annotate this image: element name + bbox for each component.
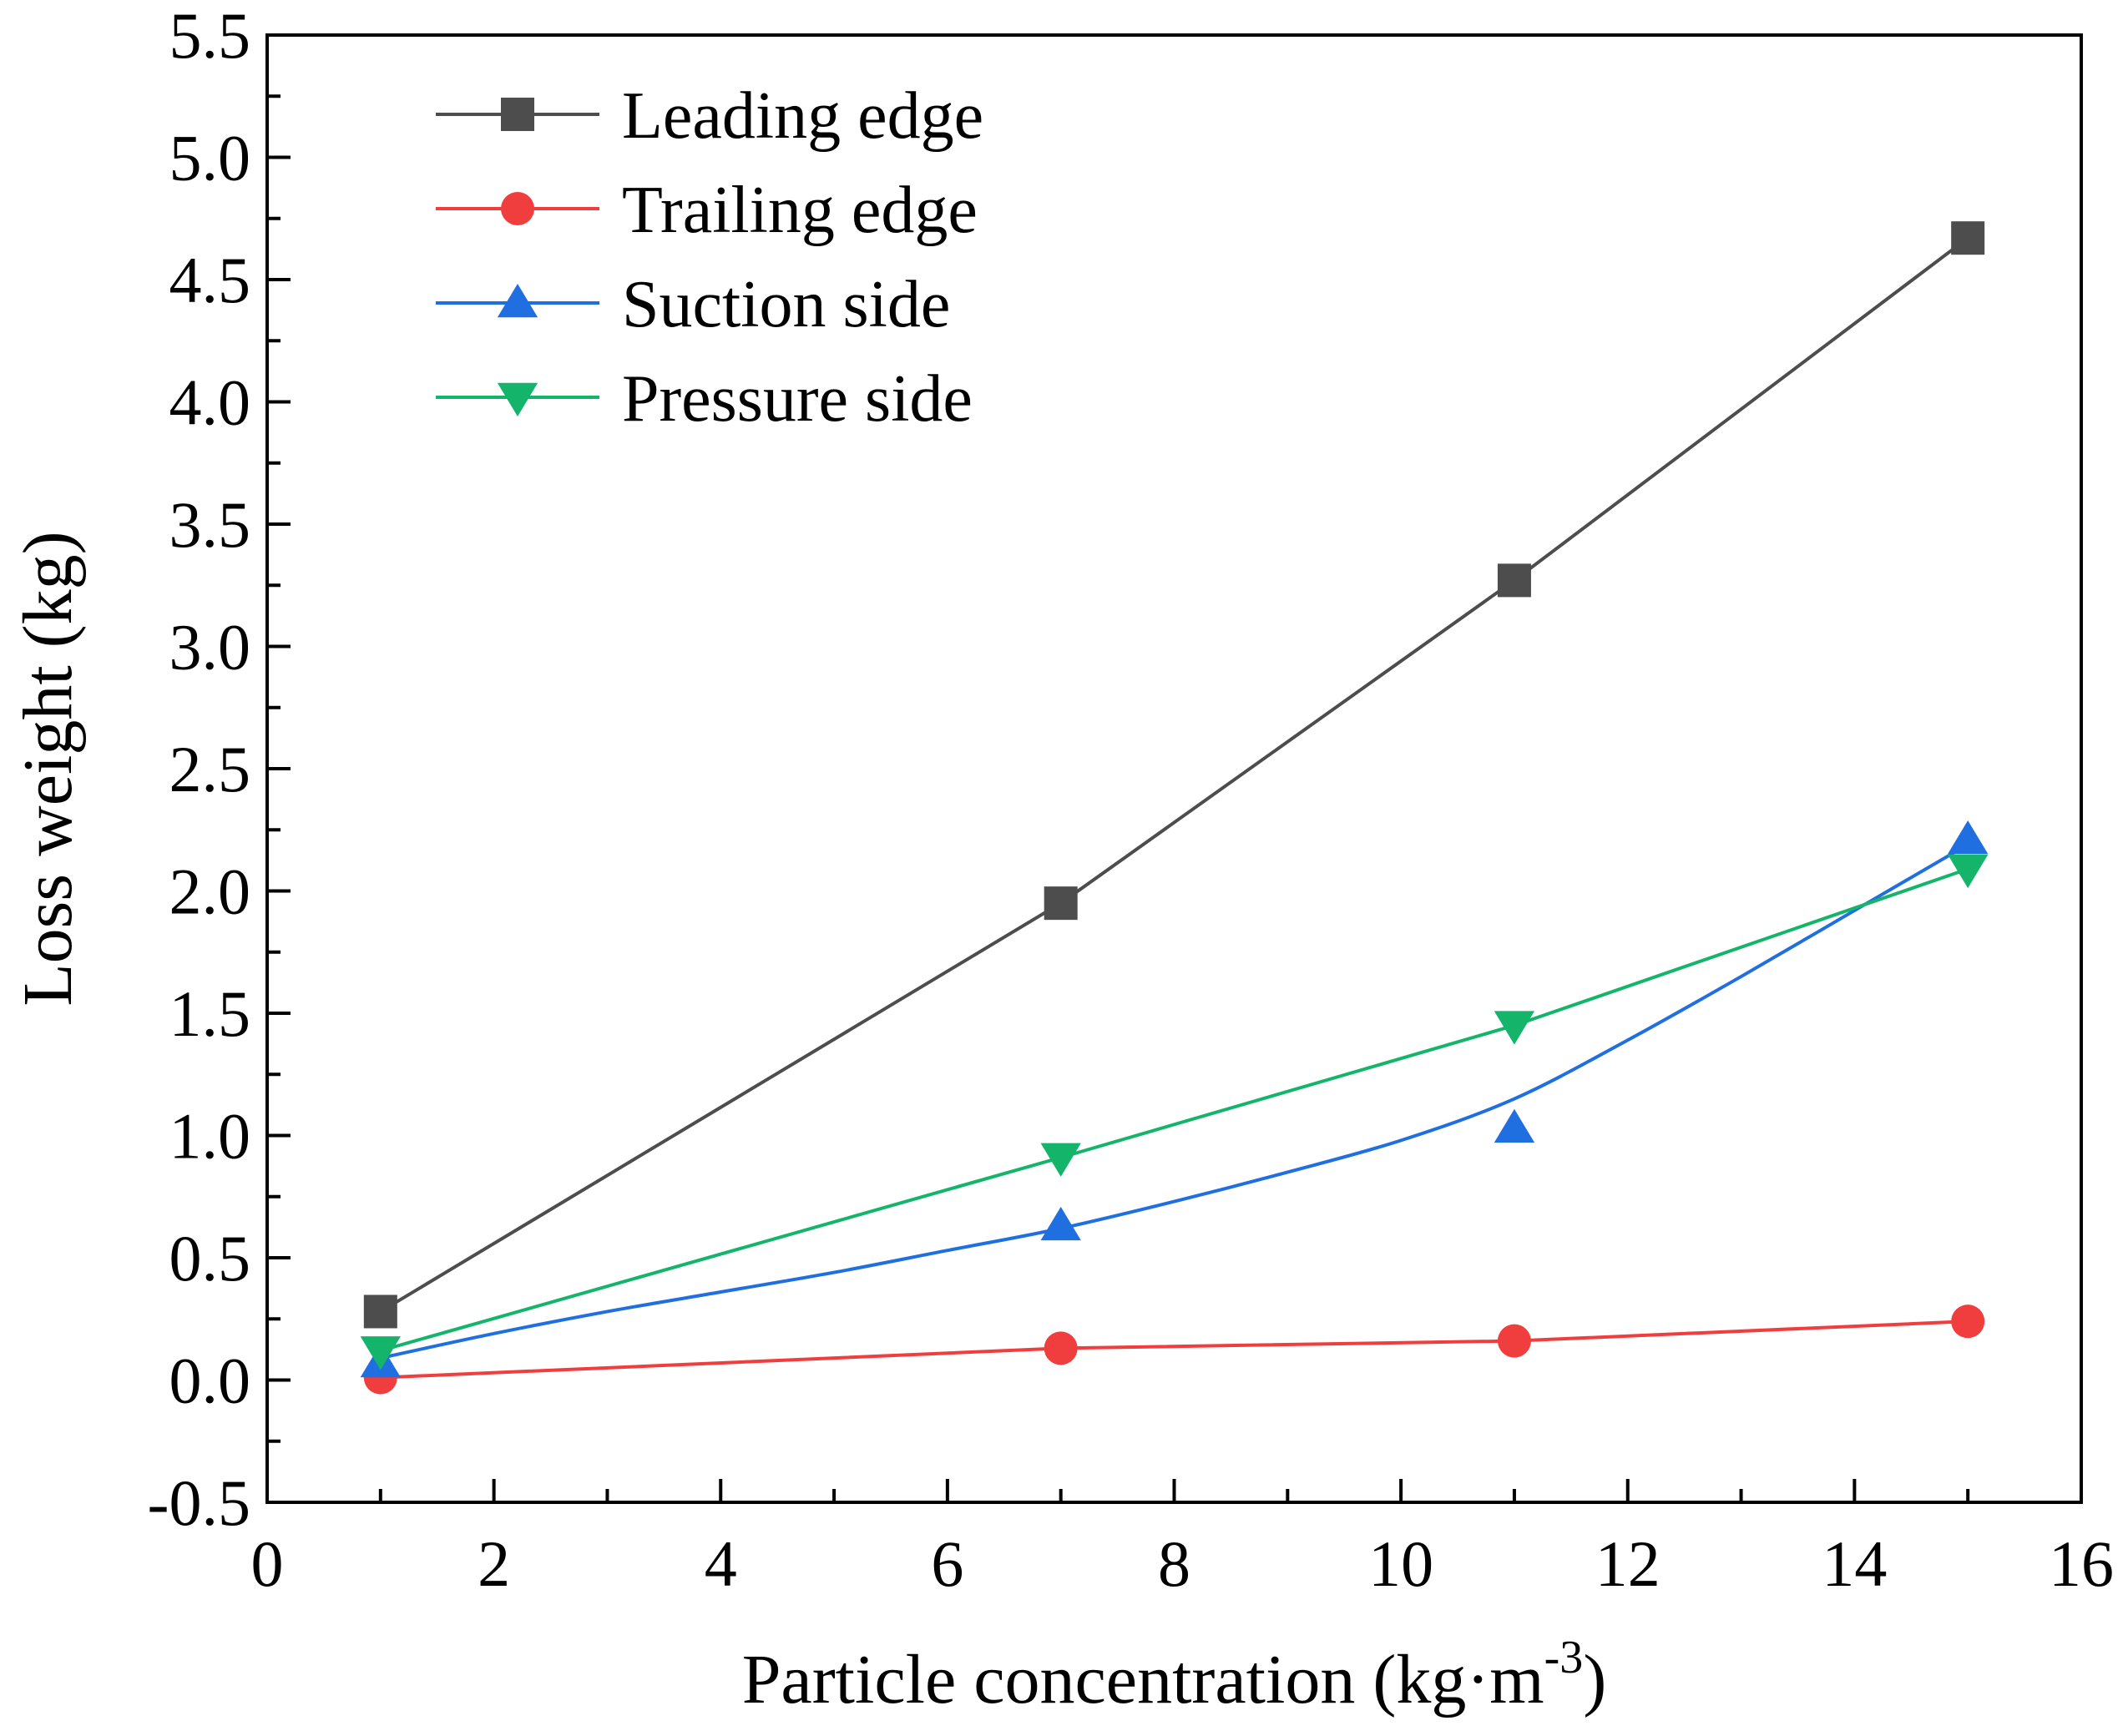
series-line-pressure-side: [380, 867, 1969, 1353]
x-tick-label: 16: [2049, 1527, 2114, 1600]
y-tick-label: 1.5: [169, 977, 251, 1050]
y-tick-label: 2.5: [169, 733, 251, 805]
y-tick-label: 2.0: [169, 855, 251, 928]
y-tick-label: 3.5: [169, 488, 251, 561]
legend-item-leading-edge: Leading edge: [436, 79, 983, 153]
x-tick-label: 6: [931, 1527, 963, 1600]
x-axis-title-main: Particle concentration (kg·m: [742, 1641, 1544, 1718]
data-point-suction-side: [1040, 1206, 1081, 1241]
data-point-trailing-edge: [1044, 1331, 1078, 1365]
y-tick-label: 1.0: [169, 1100, 251, 1173]
legend-marker: [497, 284, 538, 318]
data-point-pressure-side: [360, 1336, 401, 1370]
y-tick-label: 4.0: [169, 366, 251, 439]
legend-marker: [501, 98, 534, 131]
legend-label: Trailing edge: [622, 174, 978, 247]
x-axis-title: Particle concentration (kg·m-3): [742, 1632, 1607, 1718]
series-line-suction-side: [380, 843, 1969, 1360]
y-tick-label: 3.0: [169, 611, 251, 684]
data-point-pressure-side: [1040, 1143, 1081, 1177]
data-point-pressure-side: [1494, 1011, 1535, 1045]
legend-label: Pressure side: [622, 362, 973, 436]
legend-label: Suction side: [622, 268, 950, 341]
x-axis: 0 2 4 6 8 10 12 14 16: [251, 1479, 2114, 1600]
series-line-trailing-edge: [380, 1320, 1969, 1380]
y-axis-title: Loss weight (kg): [9, 531, 87, 1006]
data-point-leading-edge: [1951, 221, 1985, 255]
legend-item-trailing-edge: Trailing edge: [436, 174, 978, 247]
y-tick-label: 4.5: [169, 244, 251, 316]
series-lines: [379, 236, 1969, 1380]
legend-marker: [497, 382, 538, 416]
x-tick-label: 2: [478, 1527, 510, 1600]
series-markers: [360, 221, 1989, 1395]
plot-frame: [265, 33, 2083, 1504]
series-line-leading-edge: [379, 236, 1969, 1314]
x-tick-label: 8: [1158, 1527, 1190, 1600]
y-tick-label: -0.5: [148, 1466, 250, 1539]
data-point-suction-side: [1494, 1108, 1535, 1143]
y-tick-label: 5.0: [169, 122, 251, 194]
x-axis-title-end: ): [1583, 1641, 1606, 1718]
legend-item-suction-side: Suction side: [436, 268, 950, 341]
x-tick-label: 4: [705, 1527, 737, 1600]
y-axis: -0.5 0.0 0.5 1.0 1.5 2.0 2.5 3.0 3.5 4.0 4.5 5.0 5.5: [148, 0, 291, 1539]
legend-marker: [501, 192, 534, 225]
plot-area: 0 2 4 6 8 10 12 14 16 -0.5 0.0 0.5 1.0 1.5 2.0 2.5 3.0 3…: [148, 0, 2114, 1600]
y-tick-label: 0.5: [169, 1222, 251, 1294]
x-axis-title-superscript: -3: [1544, 1632, 1584, 1683]
data-point-leading-edge: [1044, 886, 1078, 921]
data-point-leading-edge: [1497, 563, 1531, 598]
x-tick-label: 12: [1595, 1527, 1660, 1600]
x-tick-label: 14: [1822, 1527, 1887, 1600]
data-point-pressure-side: [1948, 854, 1989, 889]
data-point-leading-edge: [363, 1294, 397, 1329]
y-tick-label: 5.5: [169, 0, 251, 72]
legend-label: Leading edge: [622, 79, 983, 153]
legend-item-pressure-side: Pressure side: [436, 362, 973, 436]
data-point-suction-side: [1948, 820, 1989, 855]
data-point-trailing-edge: [1497, 1324, 1531, 1358]
x-tick-label: 10: [1368, 1527, 1433, 1600]
legend: Leading edge Trailing edge Suction side Pre…: [436, 79, 983, 436]
data-point-trailing-edge: [1951, 1305, 1985, 1339]
x-tick-label: 0: [251, 1527, 284, 1600]
y-tick-label: 0.0: [169, 1345, 251, 1417]
